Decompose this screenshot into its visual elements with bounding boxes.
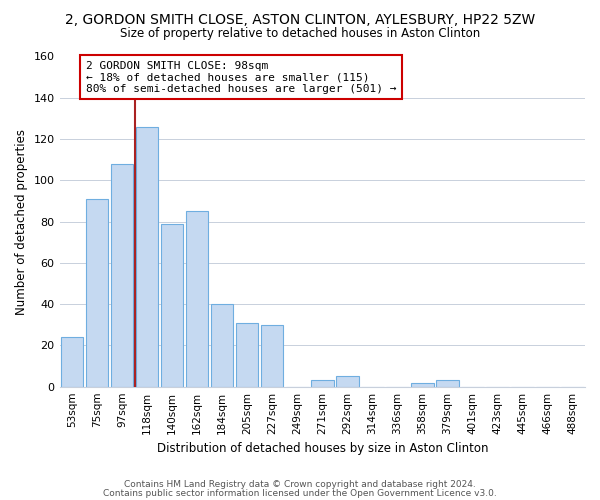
Text: Contains HM Land Registry data © Crown copyright and database right 2024.: Contains HM Land Registry data © Crown c… [124,480,476,489]
Text: 2, GORDON SMITH CLOSE, ASTON CLINTON, AYLESBURY, HP22 5ZW: 2, GORDON SMITH CLOSE, ASTON CLINTON, AY… [65,12,535,26]
Y-axis label: Number of detached properties: Number of detached properties [15,128,28,314]
Bar [411,382,434,386]
Bar [436,380,458,386]
Text: 2 GORDON SMITH CLOSE: 98sqm
← 18% of detached houses are smaller (115)
80% of se: 2 GORDON SMITH CLOSE: 98sqm ← 18% of det… [86,60,397,94]
Bar [111,164,133,386]
Bar [311,380,334,386]
Bar [86,199,109,386]
Bar [236,322,259,386]
Text: Size of property relative to detached houses in Aston Clinton: Size of property relative to detached ho… [120,28,480,40]
Bar [211,304,233,386]
Bar [136,126,158,386]
Bar [161,224,184,386]
Bar [61,337,83,386]
Bar [261,325,283,386]
Bar [336,376,359,386]
X-axis label: Distribution of detached houses by size in Aston Clinton: Distribution of detached houses by size … [157,442,488,455]
Bar [186,212,208,386]
Text: Contains public sector information licensed under the Open Government Licence v3: Contains public sector information licen… [103,488,497,498]
